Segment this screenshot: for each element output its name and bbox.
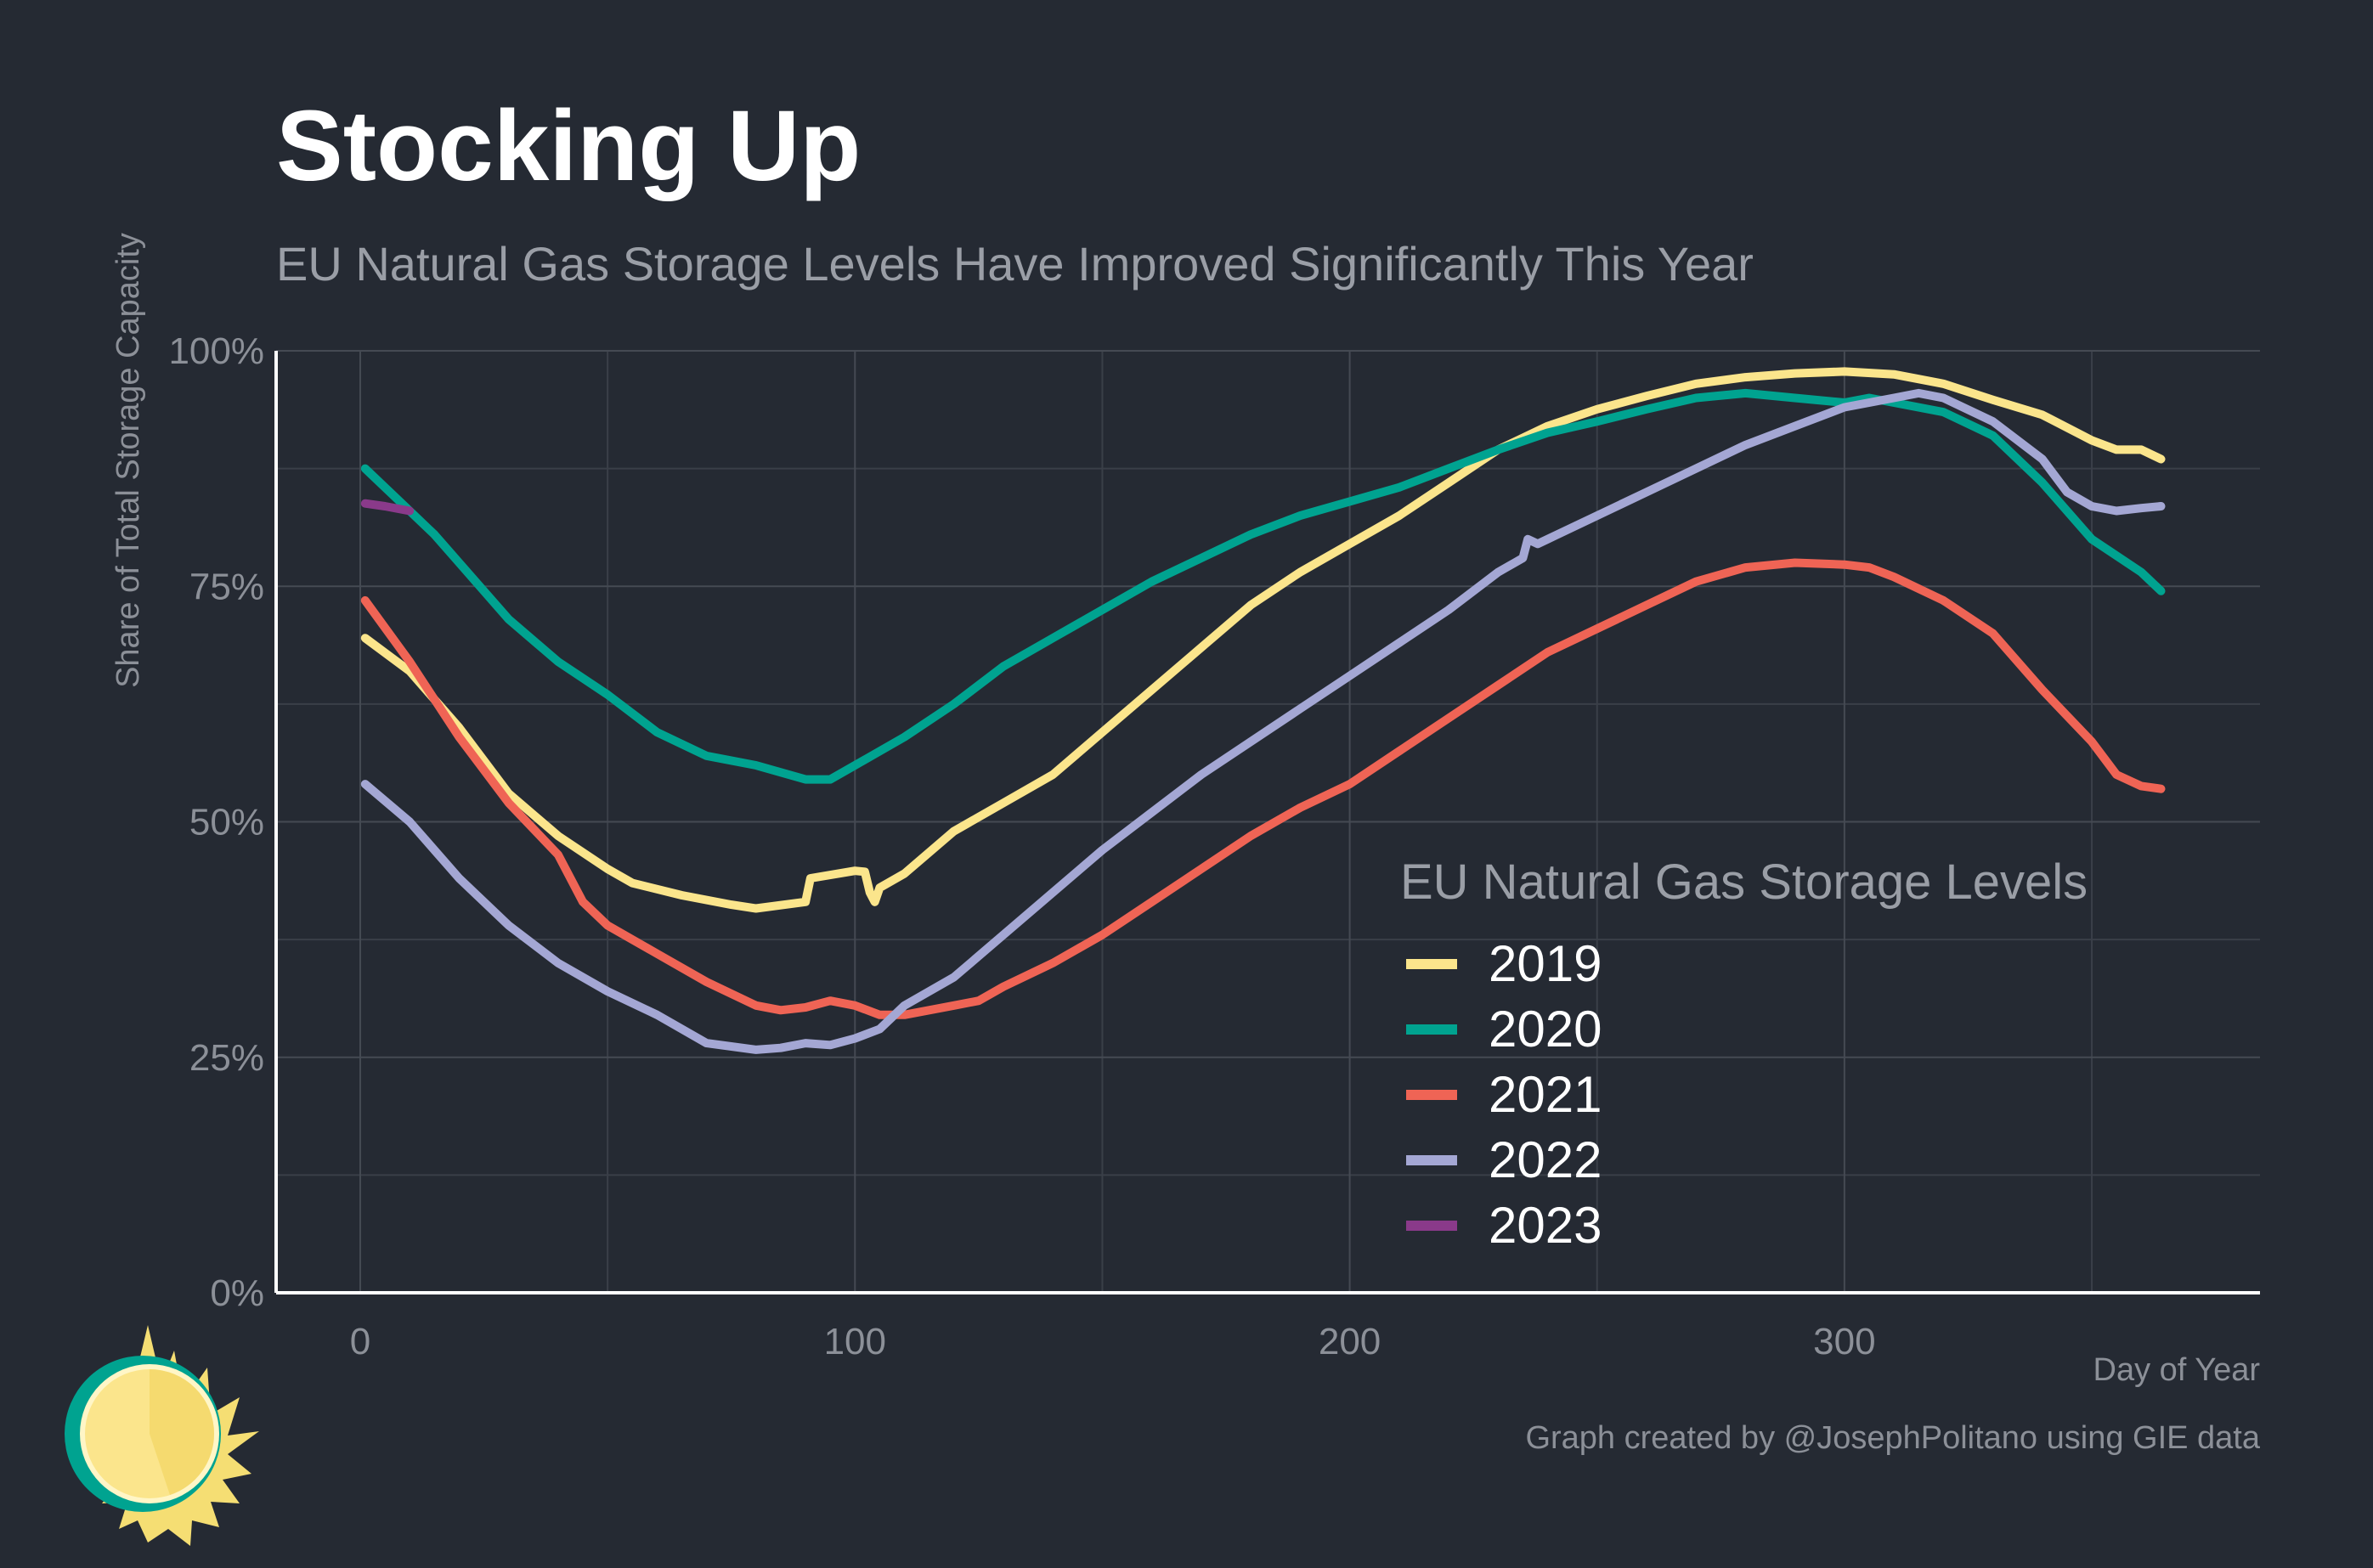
series-line-2021 bbox=[360, 558, 2166, 1019]
series-line-2019 bbox=[360, 367, 2166, 913]
legend-label: 2019 bbox=[1489, 935, 1602, 992]
sun-logo-icon bbox=[65, 1325, 259, 1546]
series-line-2022 bbox=[360, 388, 2166, 1054]
legend-item-2019: 2019 bbox=[1406, 935, 1602, 992]
axes bbox=[274, 351, 2260, 1294]
legend-label: 2020 bbox=[1489, 1001, 1602, 1058]
x-tick-label: 0 bbox=[350, 1321, 370, 1362]
legend-item-2020: 2020 bbox=[1406, 1001, 1602, 1058]
chart-title: Stocking Up bbox=[276, 90, 862, 202]
chart-subtitle: EU Natural Gas Storage Levels Have Impro… bbox=[276, 237, 1754, 290]
legend-item-2023: 2023 bbox=[1406, 1197, 1602, 1254]
legend-label: 2021 bbox=[1489, 1066, 1602, 1123]
y-tick-label: 75% bbox=[189, 566, 264, 607]
x-tick-label: 200 bbox=[1319, 1321, 1381, 1362]
x-tick-label: 100 bbox=[824, 1321, 886, 1362]
x-tick-label: 300 bbox=[1813, 1321, 1875, 1362]
legend-label: 2022 bbox=[1489, 1131, 1602, 1188]
legend-item-2021: 2021 bbox=[1406, 1066, 1602, 1123]
caption: Graph created by @JosephPolitano using G… bbox=[1525, 1420, 2260, 1456]
x-axis-label: Day of Year bbox=[2093, 1352, 2261, 1388]
tick-labels: 0% 25% 50% 75% 100% 0 100 200 300 bbox=[168, 330, 1875, 1362]
series-line-2023 bbox=[360, 499, 415, 516]
y-axis-label: Share of Total Storage Capacity bbox=[110, 233, 146, 688]
legend-title: EU Natural Gas Storage Levels bbox=[1400, 855, 2088, 910]
legend-label: 2023 bbox=[1489, 1197, 1602, 1254]
legend-item-2022: 2022 bbox=[1406, 1131, 1602, 1188]
legend: EU Natural Gas Storage Levels 2019 2020 202… bbox=[1400, 855, 2088, 1254]
y-tick-label: 50% bbox=[189, 802, 264, 843]
y-tick-label: 0% bbox=[210, 1272, 264, 1314]
series-lines bbox=[360, 367, 2166, 1054]
y-tick-label: 25% bbox=[189, 1037, 264, 1079]
y-tick-label: 100% bbox=[168, 330, 264, 372]
